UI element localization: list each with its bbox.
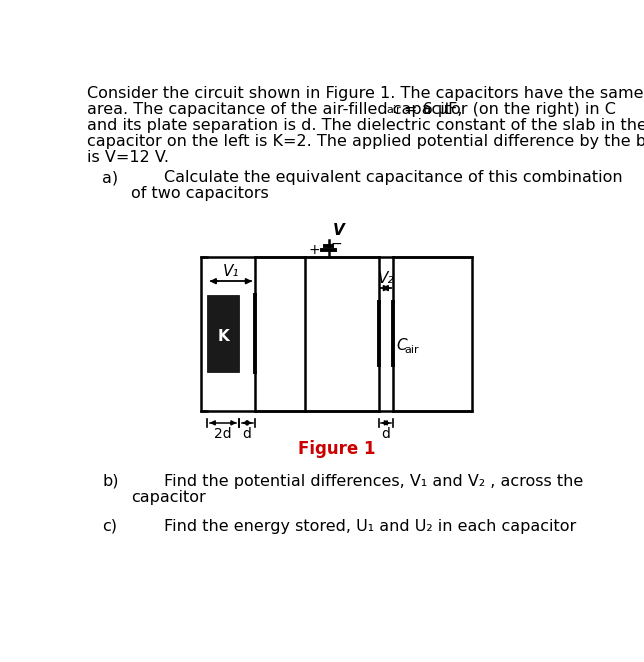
- Text: Consider the circuit shown in Figure 1. The capacitors have the same plate: Consider the circuit shown in Figure 1. …: [87, 85, 644, 101]
- Text: of two capacitors: of two capacitors: [131, 187, 269, 201]
- Text: d: d: [243, 427, 252, 441]
- Text: Figure 1: Figure 1: [298, 440, 375, 458]
- Text: capacitor on the left is K=2. The applied potential difference by the battery: capacitor on the left is K=2. The applie…: [87, 134, 644, 149]
- Text: Calculate the equivalent capacitance of this combination: Calculate the equivalent capacitance of …: [164, 170, 623, 185]
- Bar: [207, 295, 240, 372]
- Text: +: +: [308, 244, 320, 258]
- Text: Find the potential differences, V₁ and V₂ , across the: Find the potential differences, V₁ and V…: [164, 474, 583, 489]
- Text: c): c): [102, 519, 117, 534]
- Text: = 6 µF,: = 6 µF,: [404, 102, 463, 117]
- Text: air: air: [386, 105, 401, 115]
- Text: −: −: [330, 236, 342, 250]
- Text: area. The capacitance of the air-filled capacitor (on the right) in C: area. The capacitance of the air-filled …: [87, 102, 616, 117]
- Text: air: air: [404, 345, 419, 355]
- Text: and its plate separation is d. The dielectric constant of the slab in the: and its plate separation is d. The diele…: [87, 118, 644, 133]
- Text: V: V: [332, 223, 344, 238]
- Text: capacitor: capacitor: [131, 490, 205, 505]
- Text: Find the energy stored, U₁ and U₂ in each capacitor: Find the energy stored, U₁ and U₂ in eac…: [164, 519, 576, 534]
- Text: is V=12 V.: is V=12 V.: [87, 150, 169, 166]
- Text: K: K: [217, 329, 229, 344]
- Text: a): a): [102, 170, 118, 185]
- Text: b): b): [102, 474, 118, 489]
- Text: V₂: V₂: [377, 271, 394, 286]
- Bar: [201, 257, 472, 410]
- Text: V₁: V₁: [223, 264, 239, 279]
- Text: d: d: [381, 427, 390, 441]
- Text: C: C: [396, 338, 406, 353]
- Text: 2d: 2d: [214, 427, 232, 441]
